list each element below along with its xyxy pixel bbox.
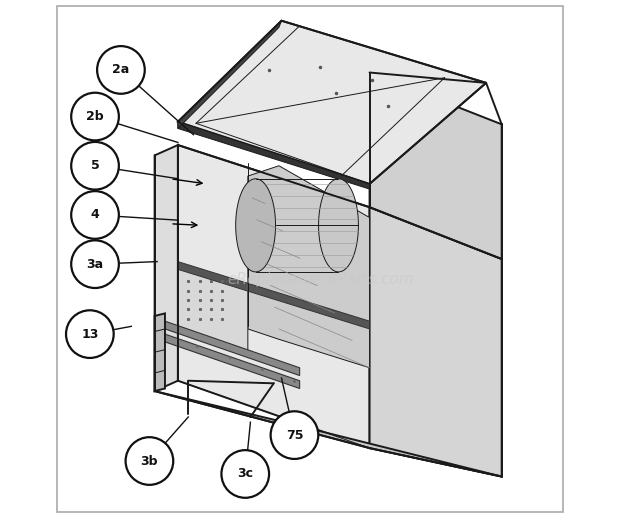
Polygon shape [154,313,165,391]
Polygon shape [178,145,370,448]
Polygon shape [165,321,299,376]
Text: 5: 5 [91,159,99,172]
Polygon shape [154,391,502,477]
Polygon shape [178,264,248,352]
Polygon shape [370,73,502,259]
Text: 4: 4 [91,208,99,222]
Circle shape [66,310,113,358]
Circle shape [71,191,119,239]
Polygon shape [178,21,281,128]
Circle shape [97,46,144,94]
Text: 2b: 2b [86,110,104,123]
Circle shape [71,240,119,288]
Circle shape [126,437,173,485]
Polygon shape [178,122,370,189]
Polygon shape [319,179,358,272]
Circle shape [71,93,119,140]
Text: 3c: 3c [237,467,253,481]
Text: 75: 75 [286,428,303,442]
Text: eReplacementParts.com: eReplacementParts.com [227,272,414,287]
Polygon shape [165,334,299,388]
Polygon shape [178,21,486,184]
Text: 3a: 3a [86,257,104,271]
Circle shape [271,411,318,459]
Text: 2a: 2a [112,63,130,77]
Text: 3b: 3b [141,454,158,468]
Polygon shape [154,145,178,391]
Circle shape [221,450,269,498]
Polygon shape [370,207,502,477]
Polygon shape [248,166,370,368]
Polygon shape [178,262,370,329]
Circle shape [71,142,119,190]
Text: 13: 13 [81,327,99,341]
Polygon shape [236,179,275,272]
